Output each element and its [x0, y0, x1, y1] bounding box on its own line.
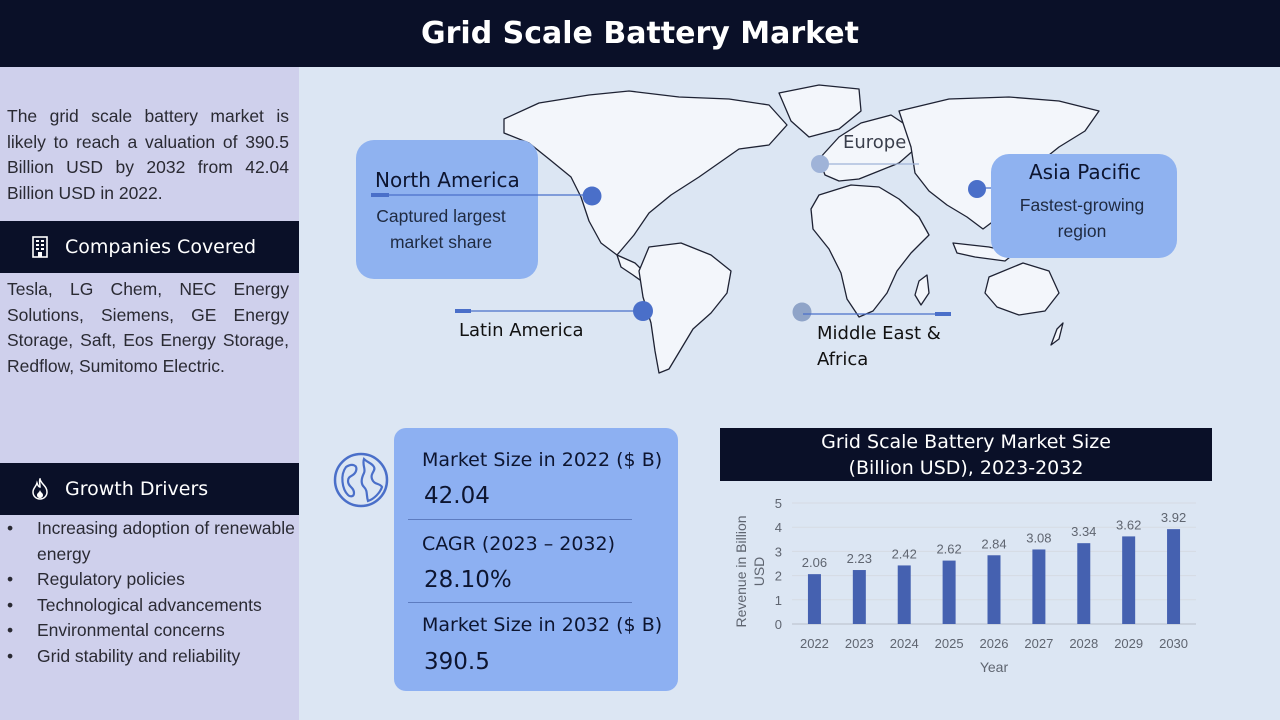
x-tick-label: 2028 — [1069, 636, 1098, 651]
madagascar-shape — [914, 274, 930, 306]
data-label: 3.62 — [1116, 517, 1141, 532]
new-zealand-shape — [1050, 322, 1064, 346]
kpi-label-cagr: CAGR (2023 – 2032) — [422, 533, 616, 555]
y-tick-label: 5 — [775, 496, 782, 511]
data-label: 3.34 — [1071, 524, 1096, 539]
bar — [942, 560, 956, 624]
data-label: 2.42 — [892, 546, 917, 561]
north-america-title: North America — [375, 168, 520, 192]
companies-text: Tesla, LG Chem, NEC Energy Solutions, Si… — [7, 279, 289, 376]
driver-item: Environmental concerns — [7, 618, 297, 644]
bar-chart: 0 1 2 3 4 5 2.06 2022 2.23 2023 2.42 2024 2.62 2025 2.… — [733, 496, 1196, 675]
companies-header: Companies Covered — [0, 221, 299, 273]
driver-item: Regulatory policies — [7, 567, 297, 593]
x-tick-label: 2025 — [935, 636, 964, 651]
building-icon — [29, 236, 51, 258]
globe-icon — [333, 452, 389, 508]
kpi-value-2032: 390.5 — [424, 649, 490, 675]
y-tick-label: 0 — [775, 617, 782, 632]
bar — [852, 570, 866, 624]
asia-pacific-card — [991, 154, 1177, 258]
mea-label: Middle East & Africa — [817, 323, 941, 370]
y-tick-label: 3 — [775, 544, 782, 559]
x-tick-label: 2024 — [890, 636, 919, 651]
map-markers — [582, 155, 986, 322]
x-tick-label: 2022 — [800, 636, 829, 651]
indonesia-shape — [952, 242, 1016, 262]
asia-pacific-sub: Fastest-growing region — [1019, 195, 1145, 241]
chart-title-line-2: (Billion USD), 2023-2032 — [848, 457, 1084, 479]
companies-header-label: Companies Covered — [65, 236, 257, 258]
australia-shape — [984, 262, 1060, 316]
data-label: 3.92 — [1161, 510, 1186, 525]
data-label: 2.84 — [981, 536, 1006, 551]
kpi-label-2022: Market Size in 2022 ($ B) — [422, 449, 663, 471]
main-panel: North America Captured largest market sh… — [299, 67, 1280, 720]
bar — [897, 565, 911, 624]
driver-item: Grid stability and reliability — [7, 644, 297, 670]
data-label: 2.06 — [802, 555, 827, 570]
x-tick-label: 2030 — [1159, 636, 1188, 651]
y-tick-label: 4 — [775, 520, 782, 535]
bar — [1032, 549, 1046, 624]
flame-icon — [29, 478, 51, 500]
chart-title-line-1: Grid Scale Battery Market Size — [821, 431, 1111, 453]
chart-title: Grid Scale Battery Market Size (Billion … — [720, 428, 1212, 481]
driver-item: Increasing adoption of renewable energy — [7, 516, 297, 567]
greenland-shape — [778, 84, 862, 138]
drivers-header: Growth Drivers — [0, 463, 299, 515]
kpi-divider — [408, 602, 632, 603]
europe-label: Europe — [843, 132, 907, 153]
bar — [1122, 536, 1136, 624]
data-label: 3.08 — [1026, 530, 1051, 545]
x-tick-label: 2026 — [980, 636, 1009, 651]
north-america-sub: Captured largest market share — [376, 206, 506, 252]
latin-america-marker — [633, 301, 653, 321]
sidebar: The grid scale battery market is likely … — [0, 67, 299, 720]
y-tick-label: 1 — [775, 593, 782, 608]
kpi-label-2032: Market Size in 2032 ($ B) — [422, 614, 663, 636]
bar — [1167, 529, 1181, 624]
north-america-shape — [503, 90, 788, 256]
asia-pacific-marker — [968, 180, 986, 198]
region-connectors — [371, 163, 1159, 316]
page-title: Grid Scale Battery Market — [421, 16, 859, 51]
latin-america-label: Latin America — [459, 320, 584, 341]
y-tick-label: 2 — [775, 569, 782, 584]
kpi-value-2022: 42.04 — [424, 483, 490, 509]
drivers-header-label: Growth Drivers — [65, 478, 209, 500]
header-bar: Grid Scale Battery Market — [0, 0, 1280, 67]
drivers-list: Increasing adoption of renewable energy … — [7, 516, 297, 669]
x-tick-label: 2029 — [1114, 636, 1143, 651]
x-tick-label: 2023 — [845, 636, 874, 651]
asia-pacific-title: Asia Pacific — [1029, 160, 1141, 184]
bar — [1077, 543, 1091, 624]
x-tick-label: 2027 — [1024, 636, 1053, 651]
intro-text: The grid scale battery market is likely … — [7, 106, 289, 203]
data-label: 2.23 — [847, 551, 872, 566]
africa-shape — [810, 184, 930, 318]
north-america-marker — [582, 186, 602, 206]
driver-item: Technological advancements — [7, 593, 297, 619]
x-axis-title: Year — [980, 659, 1009, 675]
kpi-divider — [408, 519, 632, 520]
kpi-value-cagr: 28.10% — [424, 567, 512, 593]
data-label: 2.62 — [936, 542, 961, 557]
bar — [807, 574, 821, 624]
north-america-card — [356, 140, 538, 279]
bar — [987, 555, 1001, 624]
kpi-card: Market Size in 2022 ($ B) 42.04 CAGR (20… — [394, 428, 678, 691]
y-axis-title: Revenue in Billion USD — [733, 515, 767, 627]
mea-marker — [792, 302, 812, 322]
